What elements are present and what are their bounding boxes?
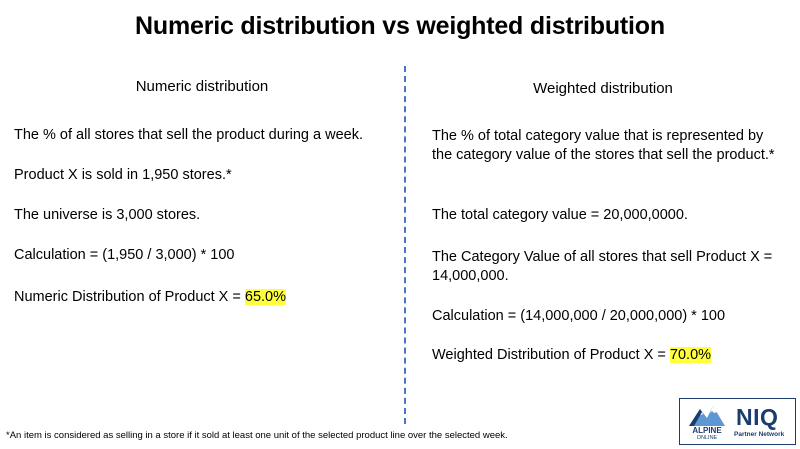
weighted-result-label: Weighted Distribution of Product X = [432,347,670,363]
weighted-definition: The % of total category value that is re… [432,128,775,163]
column-divider [404,66,406,424]
numeric-result: Numeric Distribution of Product X = 65.0… [14,288,394,307]
weighted-result: Weighted Distribution of Product X = 70.… [432,346,777,365]
numeric-result-label: Numeric Distribution of Product X = [14,289,245,305]
numeric-universe: The universe is 3,000 stores. [14,207,201,223]
numeric-stores-sold: Product X is sold in 1,950 stores.* [14,167,232,183]
slide-title: Numeric distribution vs weighted distrib… [135,12,665,40]
mountain-icon [689,406,725,426]
niq-partner-network: Partner Network [734,431,785,438]
niq-logo: NIQ [736,404,779,430]
numeric-distribution-heading: Numeric distribution [135,78,269,95]
weighted-calculation: Calculation = (14,000,000 / 20,000,000) … [432,308,726,324]
numeric-calculation: Calculation = (1,950 / 3,000) * 100 [14,247,235,263]
numeric-definition: The % of all stores that sell the produc… [14,127,363,143]
numeric-result-value: 65.0% [244,289,287,305]
weighted-category-value: The Category Value of all stores that se… [432,249,773,284]
footnote: *An item is considered as selling in a s… [6,430,508,441]
alpine-online-logo: ALPINE ONLINE [682,401,732,443]
weighted-result-value: 70.0% [669,347,712,363]
alpine-name: ALPINE [692,426,722,435]
alpine-sub: ONLINE [696,435,718,441]
weighted-total-category: The total category value = 20,000,0000. [432,207,688,223]
weighted-distribution-heading: Weighted distribution [533,80,673,97]
partner-logos: ALPINE ONLINE NIQ Partner Network [679,398,796,445]
